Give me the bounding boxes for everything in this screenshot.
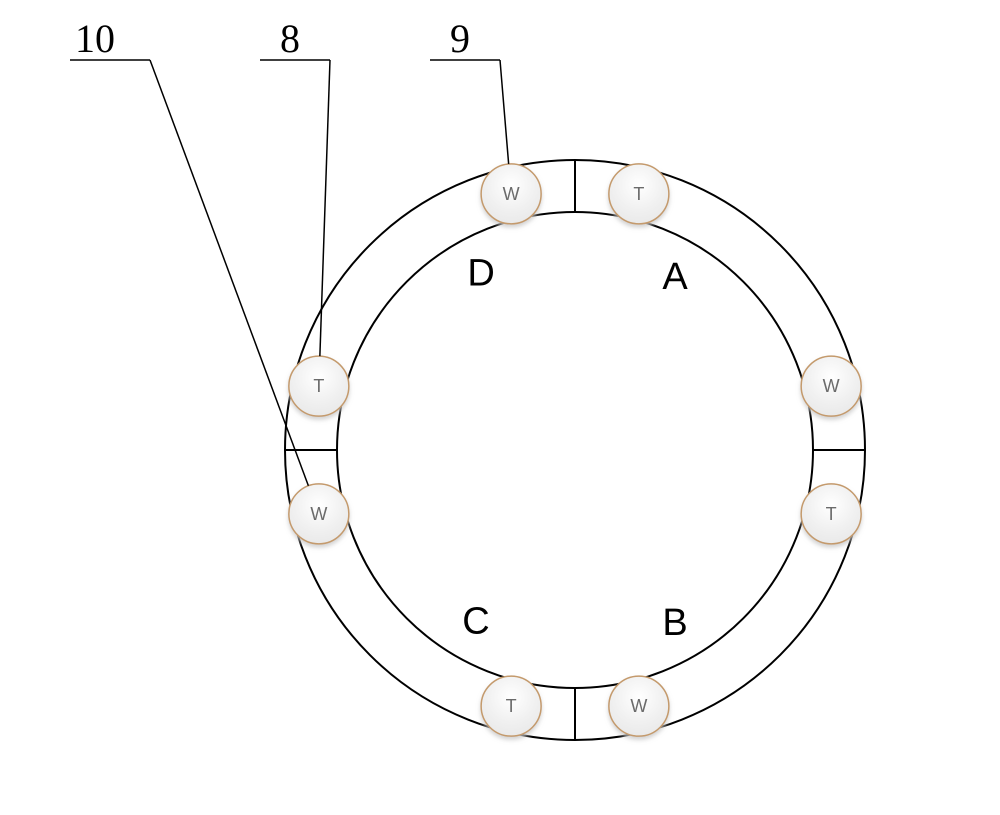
quadrant-label-a: A xyxy=(662,256,688,298)
sensor-label: W xyxy=(630,696,647,716)
callout-10: 10 xyxy=(70,16,308,486)
quadrant-label-c: C xyxy=(462,600,489,642)
sensor-label: T xyxy=(633,184,644,204)
sensor-b-w: W xyxy=(609,676,669,736)
sensor-label: T xyxy=(826,504,837,524)
sensor-b-t: T xyxy=(801,484,861,544)
callout-leader xyxy=(150,60,308,486)
sensor-d-w: W xyxy=(481,164,541,224)
sensor-d-t: T xyxy=(289,356,349,416)
sensor-label: T xyxy=(506,696,517,716)
ring xyxy=(285,160,865,740)
callout-9: 9 xyxy=(430,16,509,164)
callout-8: 8 xyxy=(260,16,330,356)
quadrant-label-b: B xyxy=(662,602,687,644)
sensor-c-w: W xyxy=(289,484,349,544)
sensor-c-t: T xyxy=(481,676,541,736)
sensor-a-w: W xyxy=(801,356,861,416)
quadrant-label-d: D xyxy=(467,252,494,294)
sensor-label: W xyxy=(503,184,520,204)
sensor-label: W xyxy=(823,376,840,396)
callout-label: 9 xyxy=(450,16,470,61)
callout-label: 8 xyxy=(280,16,300,61)
callout-leader xyxy=(500,60,509,164)
sensor-label: W xyxy=(310,504,327,524)
sensor-label: T xyxy=(313,376,324,396)
callout-label: 10 xyxy=(75,16,115,61)
ring-inner xyxy=(337,212,813,688)
sensor-a-t: T xyxy=(609,164,669,224)
diagram-canvas: T W T W T W T W A B C D 10 8 9 xyxy=(0,0,1000,815)
